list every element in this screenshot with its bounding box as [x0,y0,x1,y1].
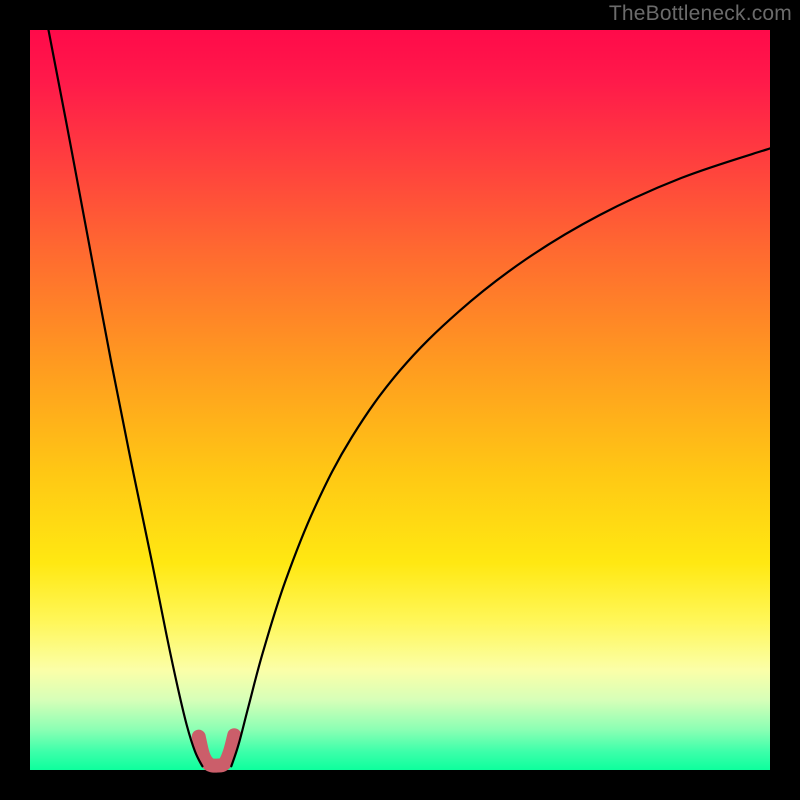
watermark-text: TheBottleneck.com [609,2,792,26]
chart-svg [0,0,800,800]
chart-frame [0,0,800,800]
chart-plot-area [30,30,770,770]
